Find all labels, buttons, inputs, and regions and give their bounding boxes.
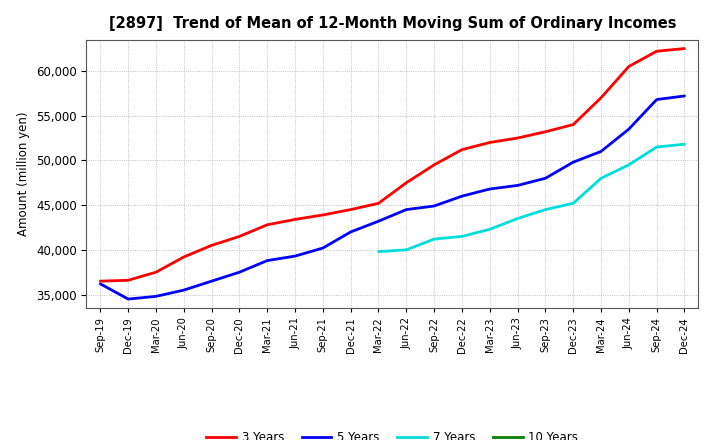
7 Years <box>485 227 494 232</box>
Line: 7 Years: 7 Years <box>379 144 685 252</box>
3 Years <box>207 243 216 248</box>
5 Years <box>235 270 243 275</box>
3 Years <box>96 279 104 284</box>
7 Years <box>458 234 467 239</box>
5 Years <box>541 176 550 181</box>
7 Years <box>541 207 550 212</box>
5 Years <box>485 187 494 192</box>
3 Years <box>374 201 383 206</box>
7 Years <box>569 201 577 206</box>
3 Years <box>291 217 300 222</box>
7 Years <box>430 236 438 242</box>
3 Years <box>430 162 438 168</box>
3 Years <box>263 222 271 227</box>
3 Years <box>318 213 327 218</box>
5 Years <box>430 203 438 209</box>
5 Years <box>458 194 467 199</box>
Title: [2897]  Trend of Mean of 12-Month Moving Sum of Ordinary Incomes: [2897] Trend of Mean of 12-Month Moving … <box>109 16 676 32</box>
7 Years <box>624 162 633 168</box>
Line: 5 Years: 5 Years <box>100 96 685 299</box>
3 Years <box>458 147 467 152</box>
3 Years <box>152 270 161 275</box>
3 Years <box>402 180 410 185</box>
5 Years <box>624 126 633 132</box>
5 Years <box>374 219 383 224</box>
3 Years <box>485 140 494 145</box>
5 Years <box>96 281 104 286</box>
5 Years <box>318 246 327 251</box>
7 Years <box>652 144 661 150</box>
Y-axis label: Amount (million yen): Amount (million yen) <box>17 112 30 236</box>
5 Years <box>291 253 300 259</box>
7 Years <box>513 216 522 221</box>
3 Years <box>179 254 188 260</box>
3 Years <box>680 46 689 51</box>
5 Years <box>152 294 161 299</box>
3 Years <box>597 95 606 100</box>
5 Years <box>513 183 522 188</box>
5 Years <box>680 93 689 99</box>
5 Years <box>569 160 577 165</box>
7 Years <box>597 176 606 181</box>
3 Years <box>652 48 661 54</box>
Line: 3 Years: 3 Years <box>100 48 685 281</box>
3 Years <box>235 234 243 239</box>
5 Years <box>179 287 188 293</box>
3 Years <box>624 64 633 69</box>
7 Years <box>374 249 383 254</box>
3 Years <box>346 207 355 212</box>
Legend: 3 Years, 5 Years, 7 Years, 10 Years: 3 Years, 5 Years, 7 Years, 10 Years <box>202 427 583 440</box>
5 Years <box>346 229 355 235</box>
5 Years <box>207 279 216 284</box>
5 Years <box>263 258 271 263</box>
3 Years <box>569 122 577 127</box>
5 Years <box>124 297 132 302</box>
5 Years <box>402 207 410 212</box>
7 Years <box>680 142 689 147</box>
5 Years <box>652 97 661 102</box>
5 Years <box>597 149 606 154</box>
3 Years <box>541 129 550 134</box>
3 Years <box>513 136 522 141</box>
3 Years <box>124 278 132 283</box>
7 Years <box>402 247 410 253</box>
